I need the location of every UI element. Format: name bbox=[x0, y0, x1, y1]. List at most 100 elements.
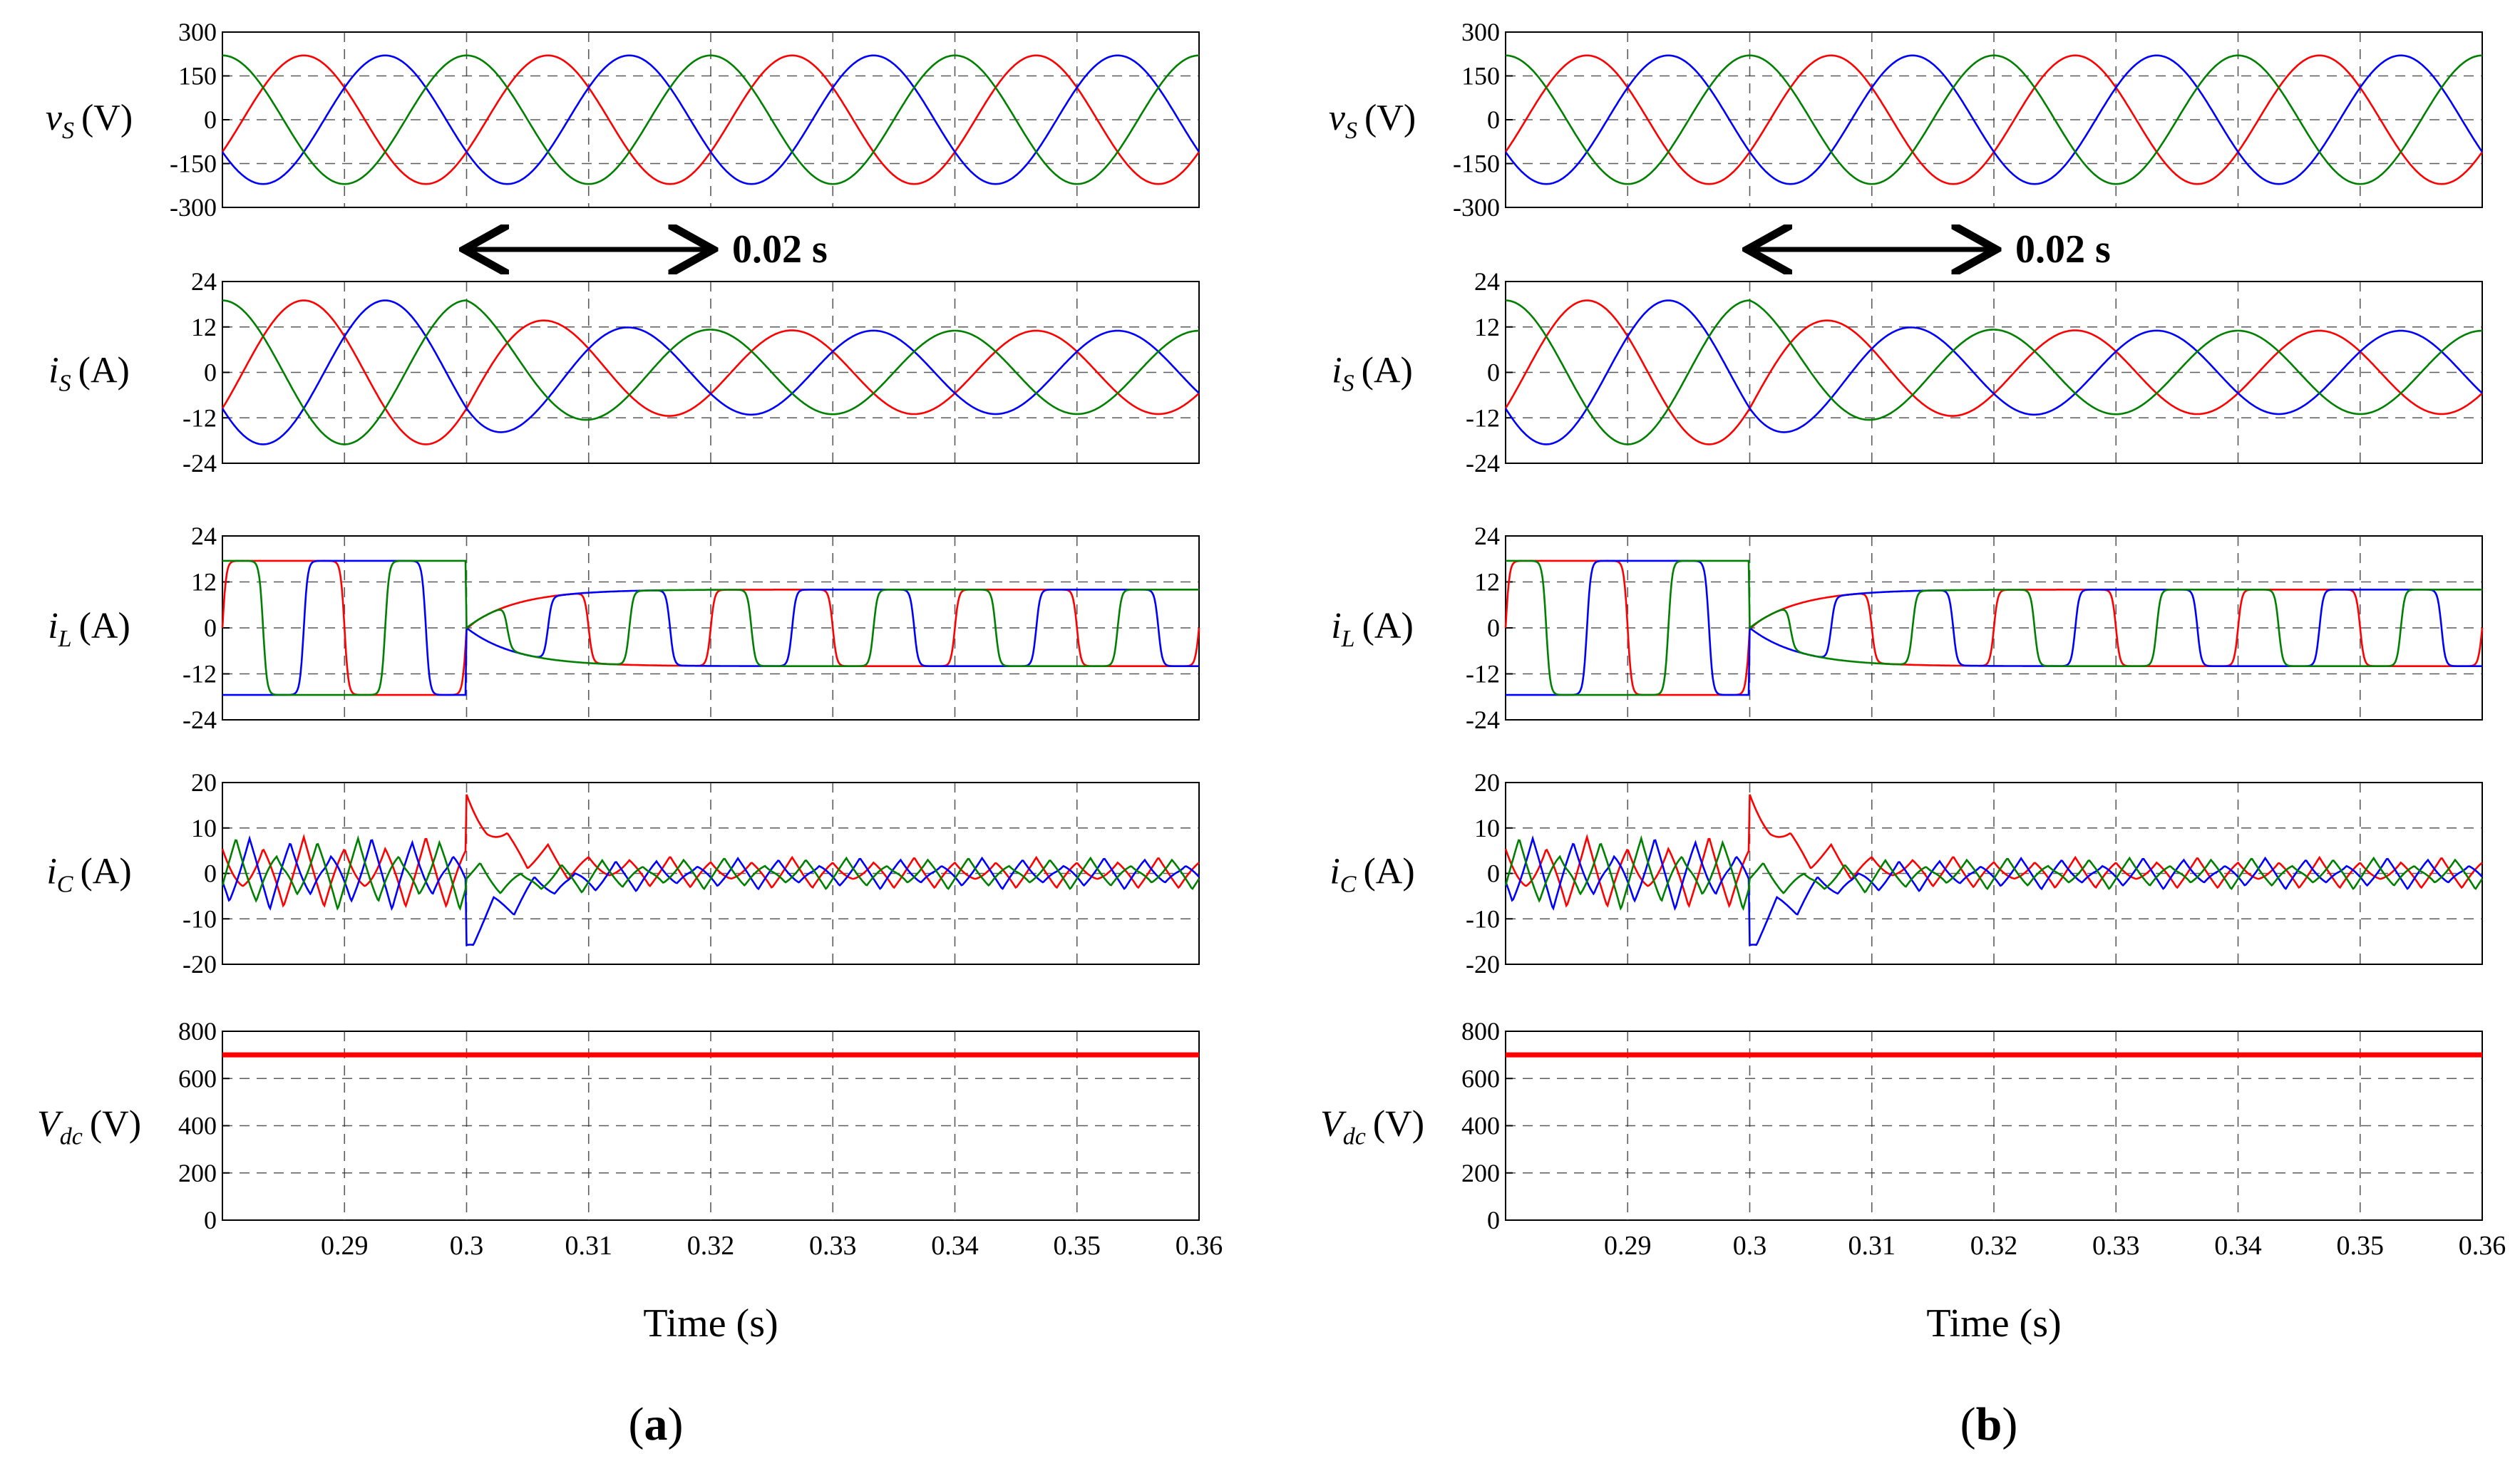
y-tick-label: 24 bbox=[1474, 267, 1500, 296]
y-label-symbol: v bbox=[46, 98, 63, 138]
y-tick-label: -12 bbox=[182, 403, 217, 432]
y-tick-label: 300 bbox=[1461, 18, 1500, 46]
y-axis-label-ic: iC (A) bbox=[46, 852, 131, 898]
y-tick-label: 0 bbox=[204, 860, 217, 888]
y-label-unit: (A) bbox=[1362, 606, 1414, 646]
x-tick-label: 0.31 bbox=[1848, 1231, 1896, 1261]
y-label-symbol: i bbox=[1332, 351, 1342, 391]
subplot-il-b: 24 12 0 -12 -24 iL (A) bbox=[1331, 522, 2484, 734]
y-tick-label: 0 bbox=[1487, 860, 1500, 888]
subplot-is-b: 24 12 0 -12 -24 iS (A) bbox=[1332, 267, 2483, 478]
y-label-unit: (A) bbox=[80, 852, 131, 892]
x-axis-label: Time (s) bbox=[1926, 1301, 2061, 1346]
y-label-symbol: i bbox=[46, 852, 56, 892]
y-tick-label: -24 bbox=[182, 706, 217, 734]
series-is-phase-c bbox=[1506, 299, 2482, 445]
x-tick-label: 0.33 bbox=[2092, 1231, 2140, 1261]
y-label-unit: (V) bbox=[1364, 98, 1416, 138]
y-label-unit: (V) bbox=[81, 98, 133, 138]
y-label-subscript: S bbox=[1342, 371, 1354, 397]
x-tick-label: 0.32 bbox=[1970, 1231, 2018, 1261]
x-tick-label: 0.3 bbox=[450, 1231, 484, 1261]
subplot-ic-a: 20 10 0 -10 -20 iC (A) bbox=[46, 768, 1200, 979]
y-tick-label: 0 bbox=[1487, 358, 1500, 387]
y-tick-label: -20 bbox=[1466, 950, 1500, 979]
y-tick-label: -150 bbox=[1453, 150, 1500, 178]
y-label-symbol: i bbox=[48, 351, 58, 391]
y-label-subscript: dc bbox=[1343, 1124, 1366, 1150]
caption-letter: a bbox=[644, 1398, 668, 1450]
subplot-vdc-a: 800 600 400 200 0 Vdc (V) bbox=[37, 1017, 1200, 1234]
series-il-phase-c bbox=[1506, 559, 2482, 696]
x-tick-label: 0.29 bbox=[1604, 1231, 1652, 1261]
caption-open: ( bbox=[629, 1398, 644, 1450]
x-tick-label: 0.32 bbox=[687, 1231, 735, 1261]
y-tick-label: 0 bbox=[204, 1206, 217, 1234]
y-tick-label: -300 bbox=[170, 193, 217, 222]
y-tick-label: 10 bbox=[1474, 814, 1500, 842]
y-label-subscript: S bbox=[59, 371, 71, 397]
y-tick-label: 0 bbox=[204, 614, 217, 642]
y-label-unit: (V) bbox=[1373, 1104, 1424, 1145]
subplot-vs-a: 300 150 0 -150 -300 vS (V) bbox=[46, 18, 1200, 222]
caption-close: ) bbox=[2002, 1398, 2017, 1450]
series-il-phase-a bbox=[221, 559, 1200, 696]
y-tick-label: 150 bbox=[178, 62, 217, 91]
caption-close: ) bbox=[668, 1398, 684, 1450]
y-tick-label: 400 bbox=[178, 1112, 217, 1140]
y-axis-label-is: iS (A) bbox=[1332, 351, 1413, 397]
y-tick-label: 0 bbox=[1487, 1206, 1500, 1234]
y-tick-label: 300 bbox=[178, 18, 217, 46]
y-label-unit: (V) bbox=[90, 1104, 141, 1145]
y-tick-label: -300 bbox=[1453, 193, 1500, 222]
series-il-phase-b bbox=[222, 559, 1199, 696]
y-label-subscript: dc bbox=[60, 1124, 83, 1150]
x-tick-label: 0.33 bbox=[809, 1231, 857, 1261]
x-tick-label: 0.31 bbox=[565, 1231, 613, 1261]
y-label-unit: (A) bbox=[1363, 852, 1414, 892]
y-tick-label: 12 bbox=[1474, 568, 1500, 597]
y-tick-label: 24 bbox=[191, 522, 217, 550]
y-tick-label: 0 bbox=[204, 105, 217, 134]
y-axis-label-vs: vS (V) bbox=[46, 98, 133, 144]
caption-letter: b bbox=[1976, 1398, 2002, 1450]
y-label-subscript: L bbox=[58, 626, 72, 652]
series-il-phase-a bbox=[1504, 559, 2484, 696]
series-ic-phase-c bbox=[221, 835, 1200, 912]
subplot-vs-b: 300 150 0 -150 -300 vS (V) bbox=[1329, 18, 2484, 222]
y-tick-label: 10 bbox=[191, 814, 217, 842]
y-axis-label-ic: iC (A) bbox=[1330, 852, 1414, 898]
y-axis-label-vdc: Vdc (V) bbox=[1320, 1104, 1424, 1150]
y-axis-label-is: iS (A) bbox=[48, 351, 130, 397]
y-tick-label: -20 bbox=[182, 950, 217, 979]
y-label-symbol: i bbox=[48, 606, 58, 646]
subplot-is-a: 24 12 0 -12 -24 iS (A) bbox=[48, 267, 1200, 478]
y-tick-label: 0 bbox=[1487, 614, 1500, 642]
x-tick-label: 0.36 bbox=[1176, 1231, 1223, 1261]
panel-caption: (b) bbox=[1960, 1398, 2018, 1450]
y-label-symbol: V bbox=[1320, 1104, 1347, 1145]
x-tick-label: 0.29 bbox=[321, 1231, 369, 1261]
subplot-ic-b: 20 10 0 -10 -20 iC (A) bbox=[1330, 768, 2484, 979]
series-is-phase-c bbox=[222, 299, 1199, 445]
subplot-vdc-b: 800 600 400 200 0 Vdc (V) bbox=[1320, 1017, 2483, 1234]
y-tick-label: 400 bbox=[1461, 1112, 1500, 1140]
y-tick-label: -10 bbox=[182, 904, 217, 933]
caption-open: ( bbox=[1960, 1398, 1976, 1450]
x-tick-label: 0.34 bbox=[2214, 1231, 2262, 1261]
period-label: 0.02 s bbox=[2015, 227, 2111, 272]
y-label-unit: (A) bbox=[1362, 351, 1413, 391]
y-label-symbol: i bbox=[1330, 852, 1339, 892]
y-tick-label: 0 bbox=[204, 358, 217, 387]
y-tick-label: 800 bbox=[178, 1017, 217, 1046]
series-ic-phase-a bbox=[221, 794, 1200, 909]
y-label-symbol: V bbox=[37, 1104, 63, 1145]
y-tick-label: -12 bbox=[182, 660, 217, 688]
y-tick-label: 20 bbox=[191, 768, 217, 797]
y-axis-label-il: iL (A) bbox=[1331, 606, 1414, 652]
y-tick-label: -12 bbox=[1466, 660, 1500, 688]
y-label-subscript: L bbox=[1341, 626, 1355, 652]
